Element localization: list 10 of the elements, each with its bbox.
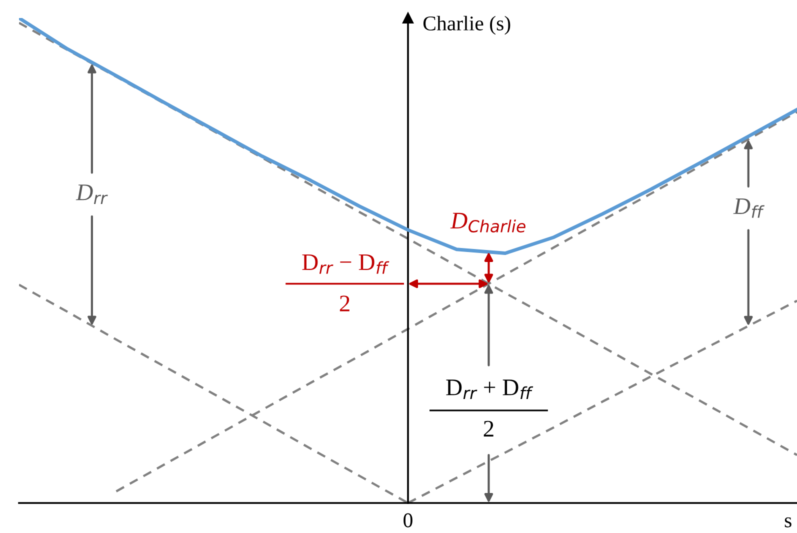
text: 0 <box>404 513 412 528</box>
annotation: D$_{Charlie}$ <box>450 212 526 232</box>
annotation: D$_{rr}$ <box>76 184 108 204</box>
annotation: D$_{rr}$ − D$_{ff}$ <box>302 254 390 274</box>
x-axis-title: s <box>784 517 792 528</box>
annotation: D$_{rr}$ + D$_{ff}$ <box>446 380 534 399</box>
annotation: D$_{ff}$ <box>733 198 764 218</box>
y-axis-title: Charlie (s) <box>423 16 510 35</box>
annotation: 2 <box>484 420 494 436</box>
annotation: 2 <box>340 296 350 312</box>
